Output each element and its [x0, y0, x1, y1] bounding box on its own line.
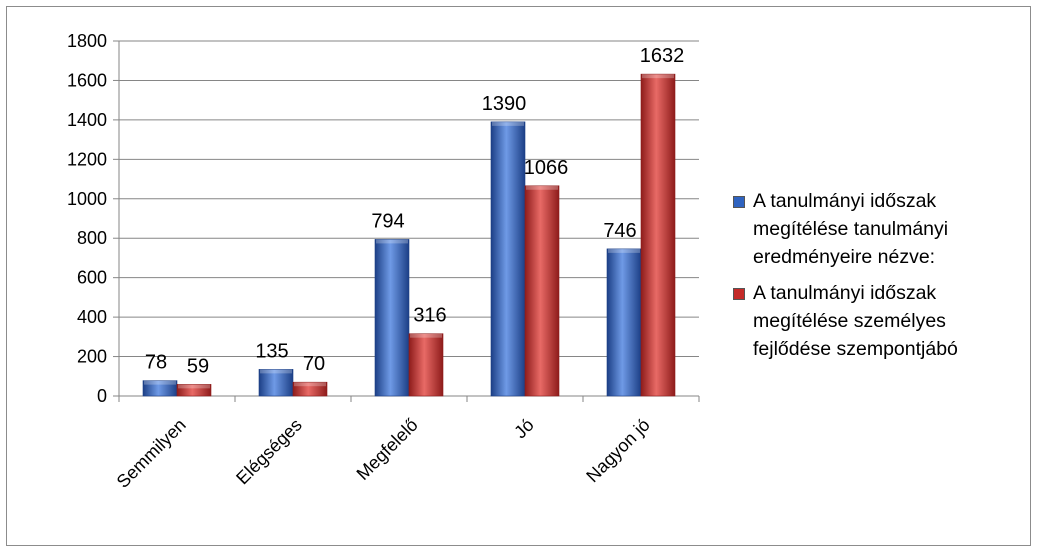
legend-line: megítélése tanulmányi: [753, 218, 949, 240]
bar-series-1: [374, 239, 410, 397]
legend-line: fejlődése szempontjábó: [753, 338, 958, 360]
bar-highlight: [144, 380, 176, 385]
data-label-series-1: 1390: [482, 93, 527, 115]
bar-highlight: [294, 382, 326, 387]
bar-series-2: [292, 381, 328, 397]
bar-highlight: [260, 369, 292, 374]
legend-line: A tanulmányi időszak: [753, 282, 937, 304]
bar-highlight: [642, 74, 674, 79]
y-tick-label: 800: [77, 228, 107, 248]
bar-highlight: [526, 185, 558, 190]
legend-line: megítélése személyes: [753, 310, 946, 332]
bar-highlight: [178, 384, 210, 389]
bar-series-2: [524, 185, 560, 397]
data-label-series-1: 135: [255, 340, 288, 362]
legend-line: A tanulmányi időszak: [753, 190, 937, 212]
data-label-series-2: 70: [303, 353, 325, 375]
y-tick-label: 1200: [67, 149, 107, 169]
y-tick-label: 400: [77, 307, 107, 327]
legend-item-series-2: A tanulmányi időszak megítélése személye…: [733, 279, 1033, 363]
x-category-label: Jó: [510, 415, 538, 443]
y-tick-label: 1400: [67, 110, 107, 130]
data-label-series-2: 1632: [640, 45, 685, 67]
legend-swatch-series-1: [733, 196, 745, 208]
legend: A tanulmányi időszak megítélése tanulmán…: [733, 187, 1033, 371]
y-tick-label: 1800: [67, 31, 107, 51]
x-category-label: Megfelelő: [352, 415, 421, 484]
legend-swatch-series-2: [733, 288, 745, 300]
y-tick-label: 600: [77, 268, 107, 288]
chart-area: 0 200 400 600 800 1000 1200 1400 1600 1800 78 59 Sem…: [6, 6, 1031, 546]
bar-series-1: [606, 248, 642, 397]
y-tick-label: 1600: [67, 70, 107, 90]
data-label-series-2: 316: [413, 305, 446, 327]
bar-series-1: [258, 369, 294, 397]
y-tick-label: 1000: [67, 189, 107, 209]
x-category-label: Semmilyen: [113, 415, 190, 492]
bar-highlight: [492, 121, 524, 126]
data-label-series-2: 1066: [524, 157, 569, 179]
bar-highlight: [608, 248, 640, 253]
bar-highlight: [410, 333, 442, 338]
bar-series-1: [490, 121, 526, 397]
x-category-label: Elégséges: [232, 415, 306, 489]
legend-item-series-1: A tanulmányi időszak megítélése tanulmán…: [733, 187, 1033, 271]
bar-chart: 0 200 400 600 800 1000 1200 1400 1600 1800 78 59 Sem…: [67, 31, 700, 492]
x-category-label: Nagyon jó: [582, 415, 653, 486]
bar-series-2: [176, 384, 212, 397]
data-label-series-1: 78: [145, 352, 167, 374]
bar-series-2: [408, 333, 444, 397]
legend-line: eredményeire nézve:: [753, 246, 936, 268]
data-label-series-1: 794: [371, 210, 404, 232]
bars: [142, 73, 676, 397]
data-label-series-1: 746: [603, 220, 636, 242]
y-tick-label: 200: [77, 347, 107, 367]
bar-highlight: [376, 239, 408, 244]
gridlines: [119, 40, 699, 358]
data-label-series-2: 59: [187, 355, 209, 377]
bar-series-2: [640, 73, 676, 397]
y-tick-label: 0: [97, 386, 107, 406]
